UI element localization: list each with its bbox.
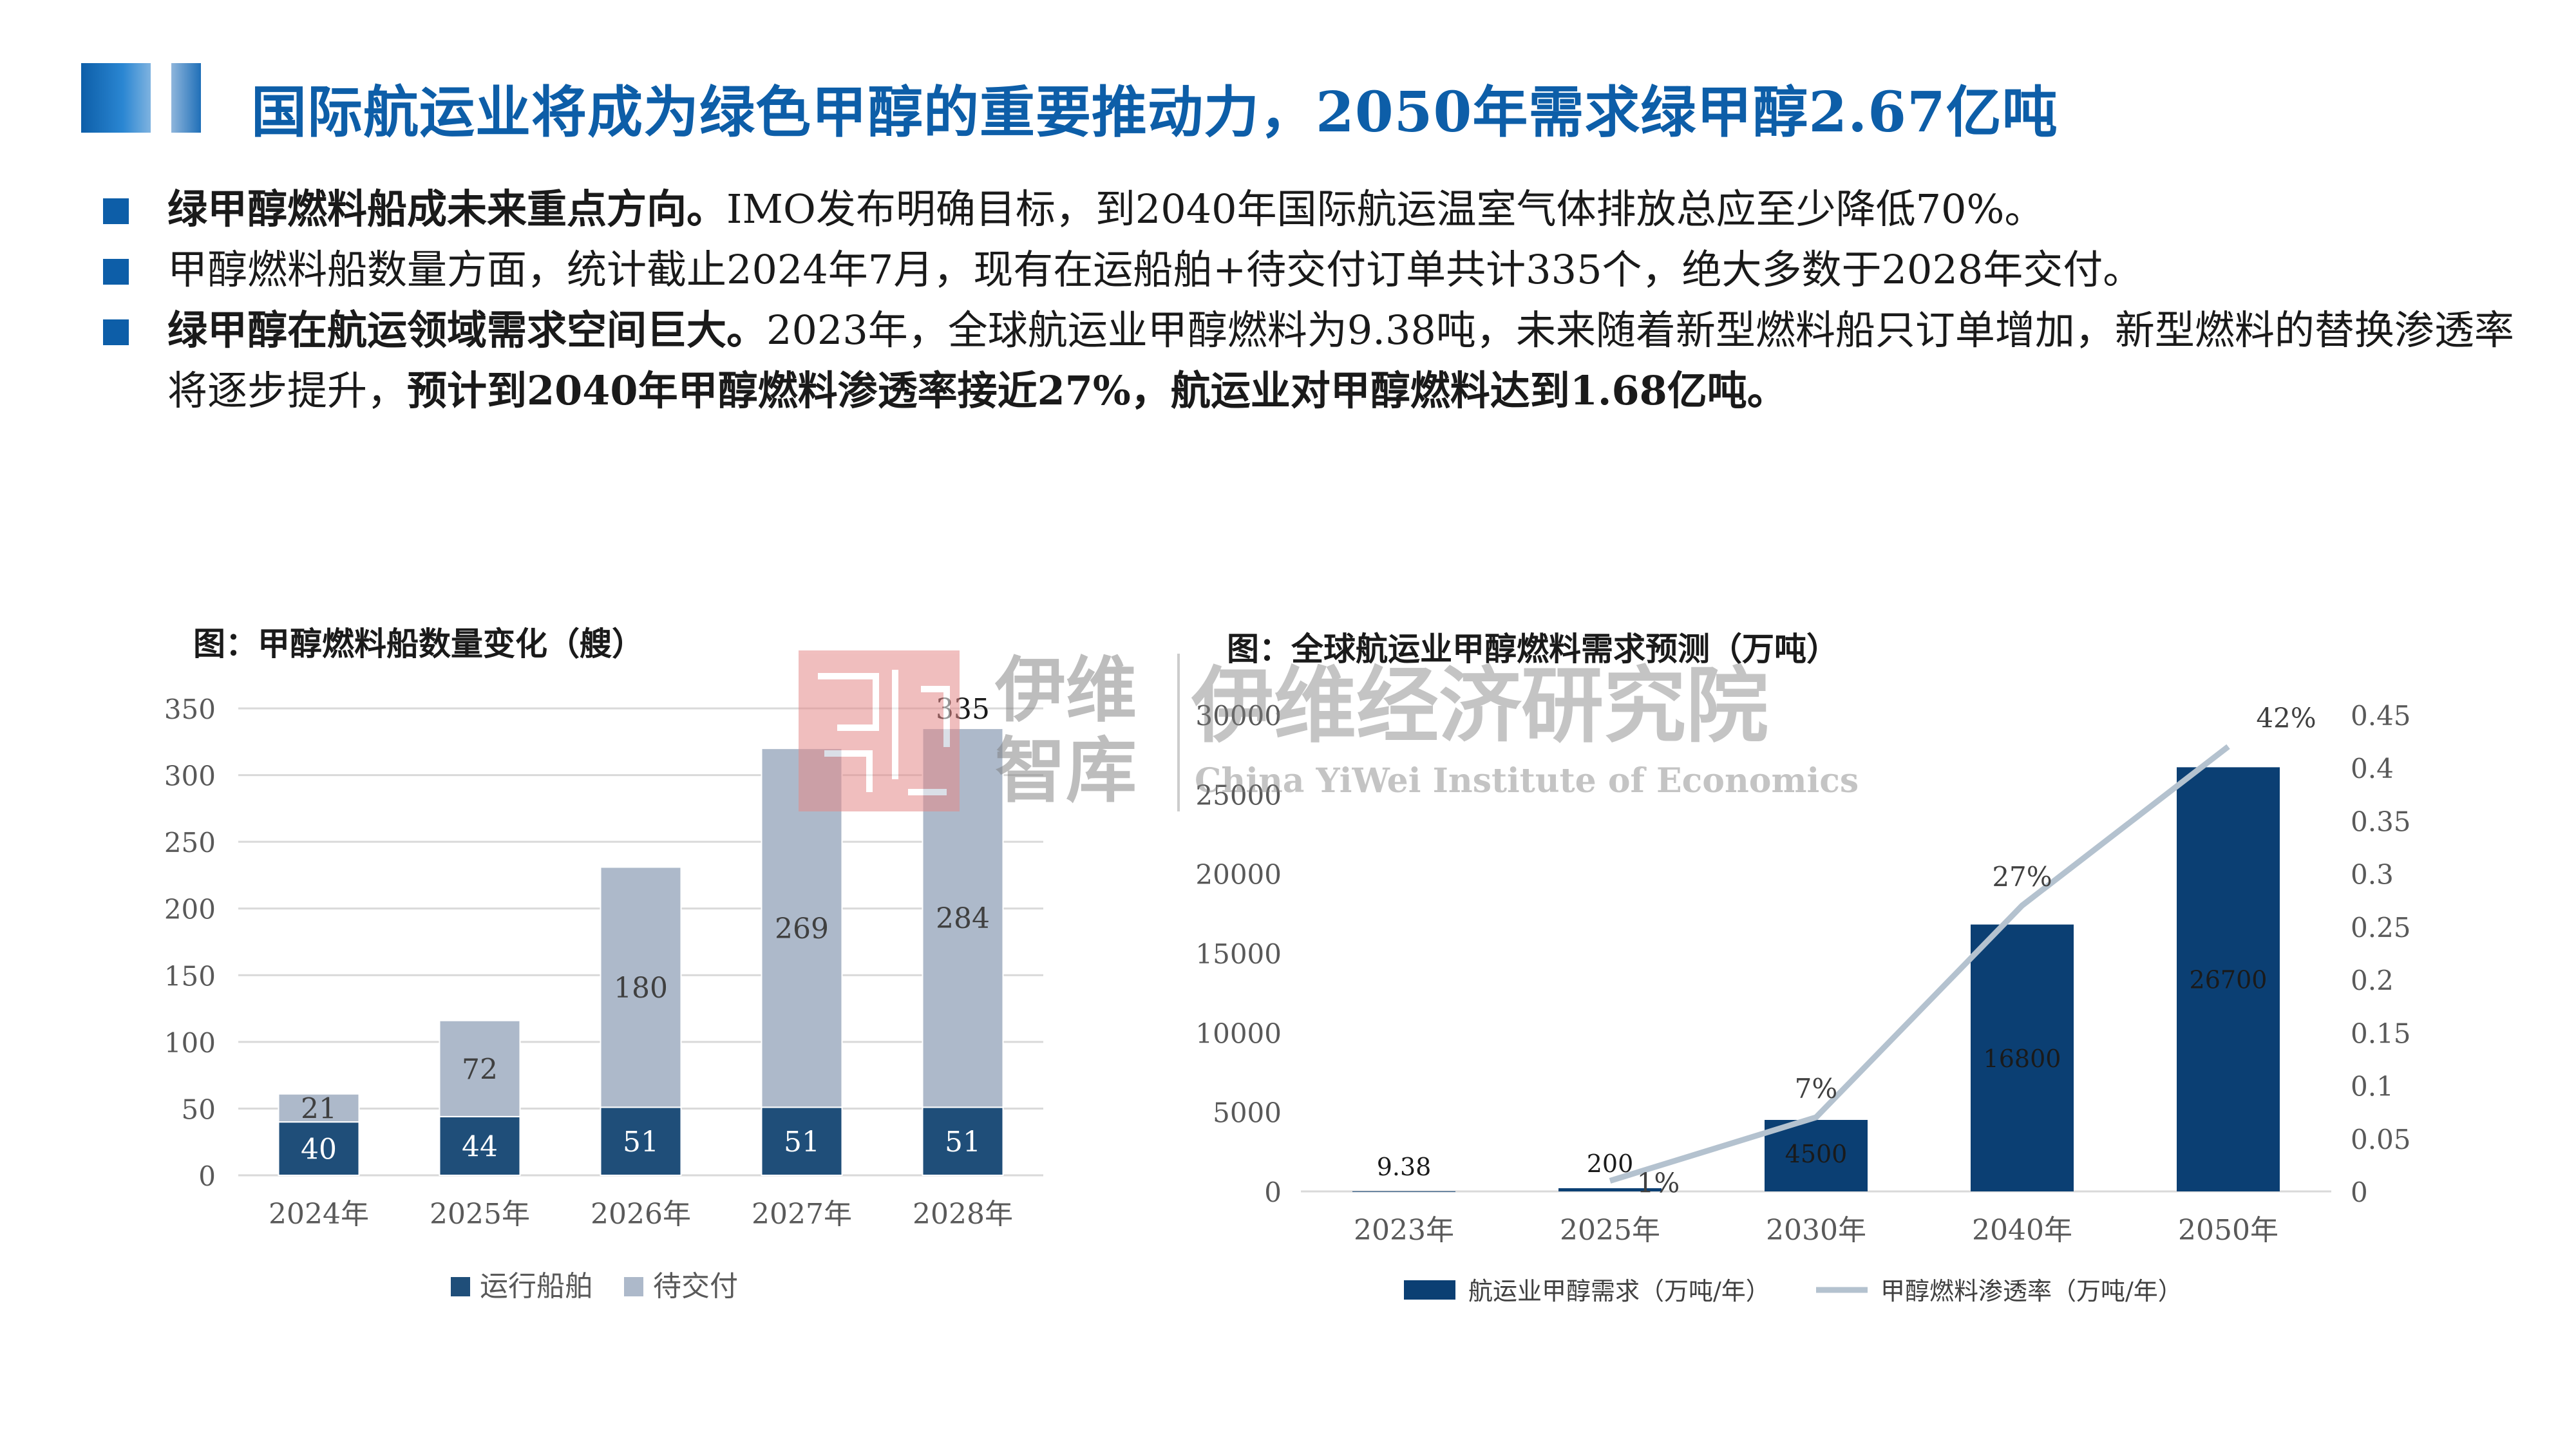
bar-data-label: 4500 [1785,1140,1848,1168]
x-tick-label: 2024年 [269,1198,369,1231]
bar-data-label: 26700 [2190,966,2268,994]
y-tick-label: 0 [198,1160,216,1192]
bullet-text: 甲醇燃料船数量方面，统计截止2024年7月，现有在运船舶+待交付订单共计335个… [167,246,2143,293]
bar-pending [600,866,682,1108]
bullet-square-icon [103,198,129,224]
y-tick-label: 300 [164,761,216,792]
bar-demand [2177,767,2280,1191]
legend-swatch [451,1277,470,1296]
line-data-label: 42% [2256,702,2316,734]
data-label: 44 [462,1130,498,1163]
bullet-square-icon [103,259,129,285]
y-left-tick-label: 10000 [1195,1018,1282,1049]
data-label: 51 [784,1126,820,1159]
y-right-tick-label: 0.05 [2351,1124,2411,1155]
x-tick-label: 2027年 [752,1198,852,1231]
methanol-demand-chart: 0 5000 10000 15000 20000 25000 30000 0 0.05 0.1 0.… [1195,700,2411,1305]
data-label: 180 [614,972,668,1005]
line-data-label: 7% [1795,1073,1838,1104]
line-data-label: 27% [1992,861,2052,893]
bar-operating [761,1106,843,1176]
y-left-tick-label: 25000 [1195,779,1282,811]
data-label: 51 [623,1126,659,1159]
legend-swatch-bar [1404,1280,1455,1300]
x-tick-label: 2028年 [913,1198,1013,1231]
x-tick-label: 2026年 [591,1198,691,1231]
y-left-tick-label: 15000 [1195,938,1282,970]
x-tick-label: 2050年 [2178,1214,2278,1247]
y-left-tick-label: 20000 [1195,859,1282,891]
ship-count-chart: 0 50 100 150 200 250 300 350 40 21 2024年 44 72 2025年 5… [164,693,1043,1303]
y-right-tick-label: 0.15 [2351,1018,2411,1049]
data-label: 72 [462,1053,498,1086]
bar-data-label: 16800 [1984,1045,2061,1073]
legend-label: 甲醇燃料渗透率（万吨/年） [1880,1277,2183,1305]
bar-pending [278,1093,360,1123]
bar-demand [1352,1191,1455,1192]
title-block-small [171,63,201,133]
y-right-tick-label: 0.3 [2351,859,2394,891]
y-right-tick-label: 0 [2351,1177,2368,1208]
y-right-tick-label: 0.35 [2351,806,2411,837]
title-decoration [81,63,204,133]
chart-2-title: 图：全球航运业甲醇燃料需求预测（万吨） [1227,630,1839,668]
bullet-text: IMO发布明确目标，到2040年国际航运温室气体排放总应至少降低70%。 [726,185,2045,232]
y-tick-label: 150 [164,960,216,992]
y-right-tick-label: 0.2 [2351,965,2394,996]
y-right-tick-label: 0.25 [2351,912,2411,943]
bar-data-label: 9.38 [1377,1153,1432,1181]
legend-label: 航运业甲醇需求（万吨/年） [1468,1277,1770,1305]
x-tick-label: 2040年 [1972,1214,2072,1247]
penetration-line [1609,744,2230,1184]
y-tick-label: 100 [164,1027,216,1059]
legend-label: 运行船舶 [480,1270,593,1303]
bullet-text: 2023年，全球航运业甲醇燃料为9.38吨，未来随着新型燃料船只订单增加，新型燃… [167,307,2514,414]
bullet-bold-text: 绿甲醇燃料船成未来重点方向。 [167,185,727,232]
y-left-tick-label: 0 [1264,1177,1282,1208]
x-tick-label: 2025年 [1560,1214,1660,1247]
y-right-tick-label: 0.45 [2351,700,2411,732]
bullet-list: 绿甲醇燃料船成未来重点方向。IMO发布明确目标，到2040年国际航运温室气体排放… [103,179,2550,421]
y-tick-label: 50 [182,1094,216,1125]
bullet-bold-text: 绿甲醇在航运领域需求空间巨大。 [167,307,767,354]
data-label: 51 [945,1126,981,1159]
y-tick-label: 250 [164,827,216,858]
bar-operating [922,1106,1004,1176]
bar-operating [278,1121,360,1177]
data-label: 284 [936,902,990,935]
bar-operating [600,1106,682,1176]
y-tick-label: 350 [164,694,216,725]
bar-demand [1558,1188,1662,1191]
bar-demand [1971,924,2074,1191]
data-label: 21 [301,1092,337,1125]
total-label: 335 [936,693,990,726]
title-block-large [81,63,151,133]
y-tick-label: 200 [164,894,216,925]
x-tick-label: 2025年 [430,1198,530,1231]
bar-pending [439,1019,521,1117]
bar-operating [439,1115,521,1176]
x-tick-label: 2030年 [1766,1214,1866,1247]
data-label: 40 [301,1133,337,1166]
bullet-square-icon [103,319,129,345]
x-tick-label: 2023年 [1354,1214,1454,1247]
y-left-tick-label: 30000 [1195,700,1282,732]
page-title: 国际航运业将成为绿色甲醇的重要推动力，2050年需求绿甲醇2.67亿吨 [251,80,2058,145]
bullet-item-2: 甲醇燃料船数量方面，统计截止2024年7月，现有在运船舶+待交付订单共计335个… [103,240,2550,300]
bullet-bold-text-2: 预计到2040年甲醇燃料渗透率接近27%，航运业对甲醇燃料达到1.68亿吨。 [407,367,1787,414]
chart-1-title: 图：甲醇燃料船数量变化（艘） [193,625,644,663]
y-right-tick-label: 0.4 [2351,753,2394,784]
data-label: 269 [775,913,829,945]
legend-swatch [624,1277,643,1296]
bar-demand [1765,1120,1868,1191]
line-data-label: 1% [1637,1168,1680,1199]
bullet-item-1: 绿甲醇燃料船成未来重点方向。IMO发布明确目标，到2040年国际航运温室气体排放… [103,179,2550,240]
bullet-item-3: 绿甲醇在航运领域需求空间巨大。2023年，全球航运业甲醇燃料为9.38吨，未来随… [103,300,2550,421]
y-right-tick-label: 0.1 [2351,1071,2394,1103]
y-left-tick-label: 5000 [1213,1097,1282,1129]
legend-label: 待交付 [653,1270,738,1303]
